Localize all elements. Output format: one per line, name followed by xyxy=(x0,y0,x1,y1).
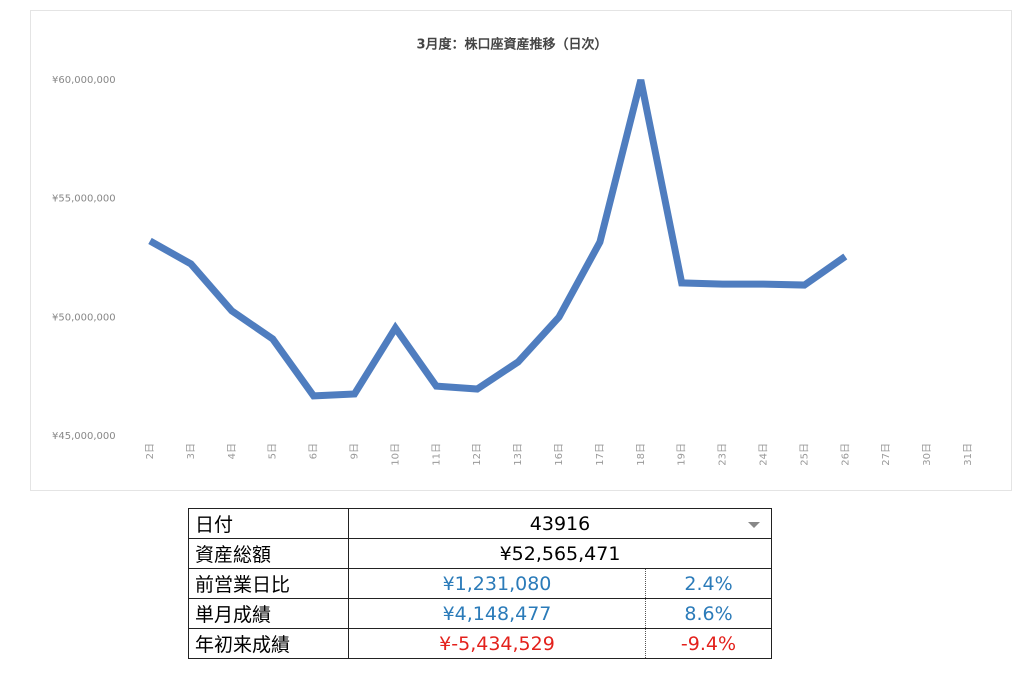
y-tick-label: ¥45,000,000 xyxy=(52,431,116,442)
row-label: 資産総額 xyxy=(188,538,349,569)
amount: ¥4,148,477 xyxy=(348,598,646,629)
percent: -9.4% xyxy=(645,628,772,659)
x-tick-label: 31日 xyxy=(963,443,974,466)
row-label: 年初来成績 xyxy=(188,628,349,659)
line-series xyxy=(148,79,848,400)
x-tick-label: 27日 xyxy=(881,443,892,466)
amount: ¥1,231,080 xyxy=(348,568,646,599)
chart-frame xyxy=(30,10,1012,491)
x-tick-label: 6日 xyxy=(309,443,320,459)
x-tick-label: 4日 xyxy=(227,443,238,459)
x-tick-label: 13日 xyxy=(513,443,524,466)
table-row: 単月成績 ¥4,148,477 8.6% xyxy=(188,598,772,629)
date-value: 43916 xyxy=(529,512,591,535)
chart: 3月度：株口座資産推移（日次） ¥45,000,000 ¥50,000,000 ¥5… xyxy=(30,10,1012,491)
x-tick-label: 26日 xyxy=(840,443,851,466)
summary-table: 日付 43916 資産総額 ¥52,565,471 前営業日比 ¥1,231,0… xyxy=(188,508,772,659)
amount: ¥-5,434,529 xyxy=(348,628,646,659)
y-tick-label: ¥60,000,000 xyxy=(52,75,116,86)
table-row: 日付 43916 xyxy=(188,508,772,539)
table-row: 資産総額 ¥52,565,471 xyxy=(188,538,772,569)
x-tick-label: 3日 xyxy=(186,443,197,459)
x-tick-label: 25日 xyxy=(799,443,810,466)
table-row: 年初来成績 ¥-5,434,529 -9.4% xyxy=(188,628,772,659)
dropdown-arrow[interactable] xyxy=(747,520,761,530)
percent: 8.6% xyxy=(645,598,772,629)
table-row: 前営業日比 ¥1,231,080 2.4% xyxy=(188,568,772,599)
x-tick-label: 9日 xyxy=(350,443,361,459)
x-tick-label: 19日 xyxy=(677,443,688,466)
x-tick-label: 5日 xyxy=(268,443,279,459)
row-label: 日付 xyxy=(188,508,349,539)
x-tick-label: 30日 xyxy=(922,443,933,466)
total-value: ¥52,565,471 xyxy=(348,538,772,569)
x-tick-label: 17日 xyxy=(595,443,606,466)
row-label: 前営業日比 xyxy=(188,568,349,599)
x-tick-label: 12日 xyxy=(472,443,483,466)
x-tick-label: 24日 xyxy=(759,443,770,466)
chart-title: 3月度：株口座資産推移（日次） xyxy=(416,37,607,53)
x-tick-label: 18日 xyxy=(636,443,647,466)
x-tick-label: 16日 xyxy=(554,443,565,466)
x-tick-label: 10日 xyxy=(390,443,401,466)
percent: 2.4% xyxy=(645,568,772,599)
x-tick-label: 2日 xyxy=(145,443,156,459)
x-tick-label: 11日 xyxy=(431,443,442,466)
y-tick-label: ¥55,000,000 xyxy=(52,194,116,205)
date-cell[interactable]: 43916 xyxy=(348,508,772,539)
y-tick-label: ¥50,000,000 xyxy=(52,312,116,323)
row-label: 単月成績 xyxy=(188,598,349,629)
x-tick-label: 23日 xyxy=(718,443,729,466)
